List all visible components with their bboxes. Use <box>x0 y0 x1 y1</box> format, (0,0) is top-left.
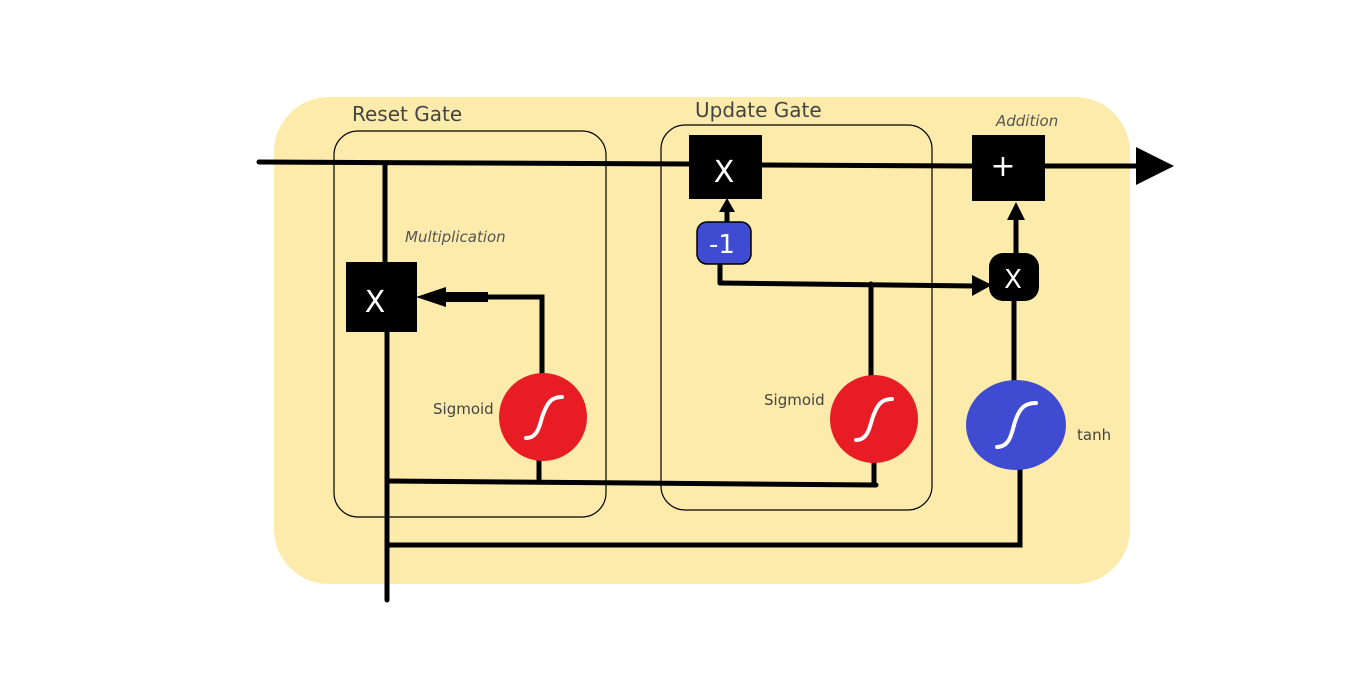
tanh-activation <box>966 380 1066 470</box>
update-multiply-op: X <box>689 135 762 199</box>
reset-gate-box <box>333 130 607 518</box>
hidden-state-line <box>256 159 693 167</box>
arrow-right-icon <box>1136 147 1174 185</box>
update-multiply-symbol: X <box>714 155 735 190</box>
reset-arrow-shaft <box>444 292 488 302</box>
candidate-multiply-op: X <box>989 253 1039 301</box>
arrowheads <box>416 147 1174 307</box>
addition-label: Addition <box>995 112 1058 130</box>
split-arrow-icon <box>972 275 992 296</box>
s-curve-icon <box>995 401 1038 449</box>
candidate-multiply-symbol: X <box>1004 265 1022 295</box>
input-bus-tanh <box>384 465 1023 548</box>
input-bus-sigmoid <box>384 478 879 488</box>
s-curve-icon <box>524 395 564 440</box>
tanh-label: tanh <box>1077 426 1111 444</box>
negate-op: -1 <box>696 221 752 265</box>
candidate-arrow-icon <box>1007 202 1025 220</box>
s-curve-icon <box>854 397 894 442</box>
reset-multiply-op: X <box>346 262 417 332</box>
cell-background <box>274 97 1130 584</box>
reset-sigmoid-label: Sigmoid <box>433 400 494 418</box>
reset-sigmoid <box>499 373 587 461</box>
update-gate-box <box>660 124 933 511</box>
update-split-line <box>717 280 978 289</box>
update-gate-title: Update Gate <box>695 98 822 122</box>
addition-symbol: + <box>990 149 1015 184</box>
connections <box>256 159 1143 603</box>
hidden-state-line-2 <box>759 162 976 169</box>
reset-gate-title: Reset Gate <box>352 102 462 126</box>
negate-arrow-icon <box>719 198 735 212</box>
update-sigmoid-label: Sigmoid <box>764 391 825 409</box>
negate-symbol: -1 <box>709 230 735 260</box>
multiplication-label: Multiplication <box>405 228 506 246</box>
reset-multiply-symbol: X <box>365 285 386 320</box>
addition-op: + <box>972 135 1045 201</box>
reset-sigmoid-line <box>485 294 545 376</box>
update-sigmoid <box>830 375 918 463</box>
reset-arrow-icon <box>416 287 446 307</box>
